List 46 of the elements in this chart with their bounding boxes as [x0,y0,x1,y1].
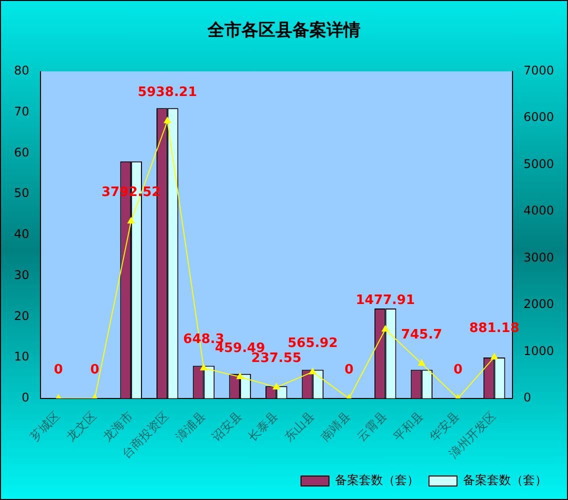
point [272,383,280,390]
x-tick-label: 东山县 [282,408,318,444]
x-tick-label: 平和县 [390,408,426,444]
y2-tick-label: 3000 [523,250,554,264]
data-label: 5938.21 [138,84,198,100]
y-tick-label: 0 [22,390,30,405]
x-tick-label: 龙文区 [64,408,100,444]
x-tick-label: 漳浦县 [172,408,208,444]
data-label: 0 [344,362,354,378]
y-tick-label: 50 [14,186,30,200]
chart-title: 全市各区县备案详情 [206,20,360,41]
x-tick-label: 芗城区 [27,408,63,444]
x-tick-label: 云霄县 [354,408,390,444]
y-tick-label: 10 [14,350,30,364]
y-tick-label: 70 [14,104,30,118]
y-tick-label: 80 [14,64,30,78]
data-label: 0 [453,362,462,378]
y-tick-label: 20 [14,308,30,323]
point [200,364,208,370]
y-tick-label: 40 [14,227,30,242]
y-tick-label: 30 [14,268,30,282]
y2-tick-label: 1000 [523,344,554,358]
point [164,117,171,124]
y-tick-label: 60 [14,145,30,160]
point [236,372,244,380]
y2-tick-label: 2000 [523,297,554,312]
legend-label: 备案套数（套） [335,473,419,488]
y2-tick-label: 4000 [523,204,554,218]
legend-label: 备案套数（套） [463,473,547,488]
y2-tick-label: 6000 [523,110,554,124]
x-tick-label: 南靖县 [318,408,354,444]
data-label: 565.92 [288,336,338,351]
data-label: 0 [90,362,100,378]
y2-tick-label: 0 [523,390,532,405]
point [309,368,316,374]
data-label: 1477.91 [356,293,415,308]
data-label: 0 [54,362,63,378]
point [128,217,135,224]
data-label: 745.7 [401,327,442,342]
y2-tick-label: 5000 [523,156,554,171]
point [382,325,389,332]
x-tick-label: 诏安县 [209,408,244,444]
y2-tick-label: 7000 [523,64,554,78]
x-tick-label: 长泰县 [245,408,281,444]
point [490,353,498,360]
point [418,360,426,366]
